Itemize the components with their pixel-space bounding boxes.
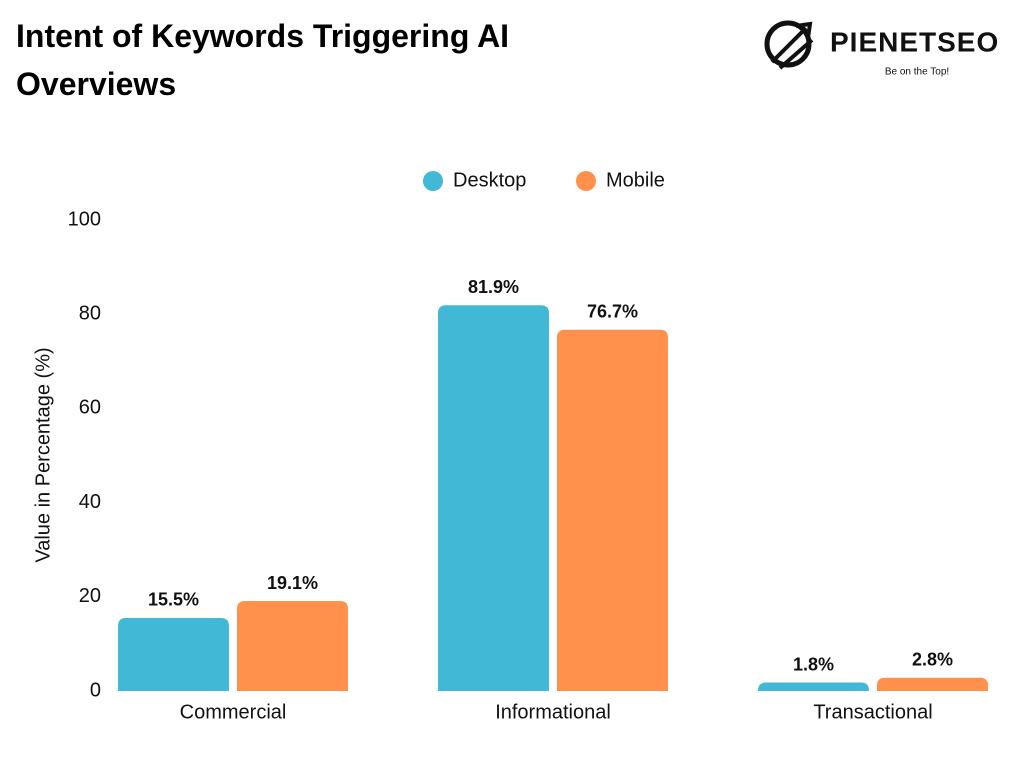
y-axis-label: Value in Percentage (%) <box>32 347 54 562</box>
bar <box>557 329 668 691</box>
y-tick-label: 20 <box>79 585 101 607</box>
y-tick-label: 60 <box>79 397 101 419</box>
bar <box>877 677 988 691</box>
y-tick-label: 80 <box>79 302 101 324</box>
logo-name: PIENETSEO <box>830 26 999 57</box>
legend-label: Desktop <box>453 169 526 191</box>
legend-label: Mobile <box>606 169 665 191</box>
value-label: 19.1% <box>267 573 318 593</box>
value-label: 81.9% <box>468 277 519 297</box>
value-label: 1.8% <box>793 654 834 674</box>
y-tick-label: 0 <box>90 679 101 701</box>
value-label: 15.5% <box>148 590 199 610</box>
x-tick-label: Commercial <box>180 701 287 723</box>
logo-arrows <box>770 21 814 70</box>
legend-swatch <box>576 171 596 191</box>
bar <box>758 682 869 691</box>
chart-title: Intent of Keywords Triggering AI Overvie… <box>16 18 510 102</box>
x-tick-label: Transactional <box>813 701 932 723</box>
x-tick-label: Informational <box>495 701 611 723</box>
bar <box>237 601 348 691</box>
value-label: 2.8% <box>912 650 953 670</box>
bar <box>438 305 549 691</box>
y-tick-label: 100 <box>68 208 101 230</box>
logo: PIENETSEO Be on the Top! <box>764 20 999 78</box>
value-label: 76.7% <box>587 301 638 321</box>
legend-swatch <box>423 171 443 191</box>
logo-tagline: Be on the Top! <box>885 67 949 78</box>
y-tick-label: 40 <box>79 491 101 513</box>
bar <box>118 617 229 691</box>
